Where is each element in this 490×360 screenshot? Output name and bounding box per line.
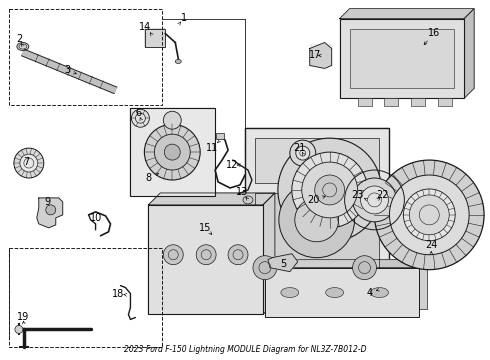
Text: 2023 Ford F-150 Lightning MODULE Diagram for NL3Z-7B012-D: 2023 Ford F-150 Lightning MODULE Diagram… <box>124 345 366 354</box>
Circle shape <box>374 160 484 270</box>
Polygon shape <box>464 9 474 98</box>
Text: 14: 14 <box>139 22 151 32</box>
Bar <box>349 9 474 88</box>
Polygon shape <box>263 193 275 315</box>
Text: 20: 20 <box>308 195 320 205</box>
Circle shape <box>163 245 183 265</box>
Ellipse shape <box>175 59 181 63</box>
Polygon shape <box>310 42 332 68</box>
Circle shape <box>315 175 344 205</box>
Text: 16: 16 <box>428 28 441 37</box>
Circle shape <box>296 146 310 160</box>
Circle shape <box>390 175 469 255</box>
Circle shape <box>228 245 248 265</box>
Circle shape <box>14 148 44 178</box>
Text: 8: 8 <box>146 173 151 183</box>
Text: 18: 18 <box>112 289 124 298</box>
Circle shape <box>145 124 200 180</box>
Bar <box>438 98 452 106</box>
Circle shape <box>253 256 277 280</box>
Text: 11: 11 <box>206 143 218 153</box>
Circle shape <box>353 256 376 280</box>
Polygon shape <box>268 254 298 272</box>
Ellipse shape <box>281 288 299 298</box>
Bar <box>358 98 371 106</box>
Bar <box>130 108 215 196</box>
Text: 24: 24 <box>425 240 438 250</box>
Bar <box>9 248 162 347</box>
Text: 19: 19 <box>17 312 29 323</box>
Bar <box>160 193 275 302</box>
Text: 12: 12 <box>226 160 238 170</box>
Circle shape <box>20 154 38 172</box>
Text: 15: 15 <box>199 223 211 233</box>
Text: 7: 7 <box>23 157 29 167</box>
Ellipse shape <box>370 288 389 298</box>
Polygon shape <box>37 198 63 228</box>
Ellipse shape <box>17 42 29 50</box>
Text: 3: 3 <box>65 66 71 76</box>
Circle shape <box>278 138 382 242</box>
Bar <box>216 133 224 139</box>
Ellipse shape <box>326 288 343 298</box>
Circle shape <box>361 186 389 214</box>
Text: 21: 21 <box>294 143 306 153</box>
Circle shape <box>131 109 149 127</box>
Text: 23: 23 <box>351 190 364 200</box>
Text: 4: 4 <box>367 288 372 298</box>
Bar <box>340 19 464 98</box>
Circle shape <box>409 195 449 235</box>
Polygon shape <box>265 260 427 268</box>
Bar <box>255 193 379 273</box>
Circle shape <box>403 189 455 241</box>
Text: 10: 10 <box>90 213 102 223</box>
Circle shape <box>15 325 23 333</box>
Text: 22: 22 <box>376 190 389 200</box>
Bar <box>9 9 162 105</box>
Polygon shape <box>22 49 117 94</box>
Text: 2: 2 <box>16 33 22 44</box>
Bar <box>349 28 454 88</box>
Circle shape <box>295 198 339 242</box>
Bar <box>148 205 263 315</box>
Polygon shape <box>148 193 275 205</box>
Bar <box>146 28 165 46</box>
Circle shape <box>164 144 180 160</box>
Bar <box>245 128 390 293</box>
Circle shape <box>290 140 316 166</box>
Bar <box>265 268 419 318</box>
Bar <box>273 260 427 310</box>
Text: 9: 9 <box>45 197 51 207</box>
Circle shape <box>279 182 355 258</box>
Circle shape <box>353 178 396 222</box>
Circle shape <box>154 134 190 170</box>
Circle shape <box>163 111 181 129</box>
Text: 17: 17 <box>309 50 321 60</box>
Circle shape <box>292 152 368 228</box>
Polygon shape <box>340 9 474 19</box>
Text: 13: 13 <box>236 187 248 197</box>
Text: 6: 6 <box>135 108 142 118</box>
Circle shape <box>302 162 358 218</box>
Bar <box>412 98 425 106</box>
Bar <box>385 98 398 106</box>
Text: 5: 5 <box>280 259 286 269</box>
Bar <box>255 138 379 183</box>
Ellipse shape <box>243 196 253 204</box>
Circle shape <box>196 245 216 265</box>
Text: 1: 1 <box>181 13 187 23</box>
Circle shape <box>46 205 56 215</box>
